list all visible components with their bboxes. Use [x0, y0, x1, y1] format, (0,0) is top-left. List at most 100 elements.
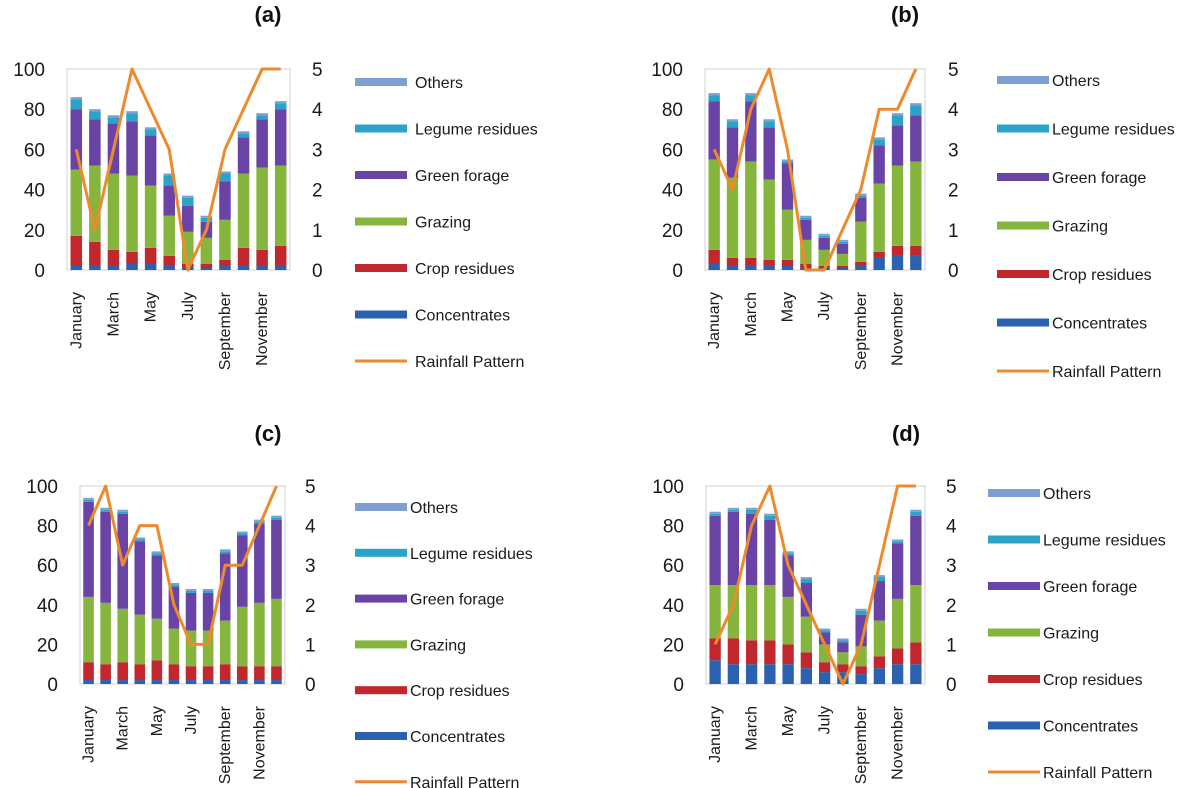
bar-green-forage [237, 137, 250, 174]
legend-swatch-green-forage [355, 594, 407, 603]
bar-crop-residues [836, 265, 849, 268]
y-tick-label: 20 [663, 635, 684, 656]
bar-crop-residues [855, 666, 867, 675]
bar-grazing [709, 585, 721, 639]
bar-legume-residues [708, 95, 720, 102]
bar-crop-residues [726, 257, 739, 266]
bar-green-forage [837, 642, 849, 653]
bar-crop-residues [117, 662, 129, 681]
bar-crop-residues [254, 666, 265, 681]
bar-grazing [855, 646, 867, 667]
bar-grazing [182, 231, 194, 264]
bar-crop-residues [763, 259, 775, 266]
bar-green-forage [256, 119, 268, 168]
bar-crop-residues [151, 660, 163, 681]
bar-others [910, 103, 922, 106]
bar-others [800, 577, 813, 580]
bar-others [818, 628, 831, 631]
bar-crop-residues [910, 245, 922, 256]
bar-legume-residues [800, 217, 812, 220]
bar-legume-residues [134, 539, 146, 542]
y-tick-label: 100 [26, 477, 58, 498]
bar-legume-residues [144, 129, 157, 136]
bar-legume-residues [219, 173, 231, 182]
bar-crop-residues [126, 251, 138, 264]
bar-concentrates [837, 672, 849, 684]
bar-green-forage [89, 119, 101, 166]
bar-legume-residues [200, 217, 213, 222]
bar-green-forage [219, 553, 231, 621]
legend-swatch-green-forage [355, 171, 407, 179]
bar-green-forage [818, 632, 831, 645]
legend-label: Legume residues [410, 546, 533, 563]
bar-green-forage [70, 109, 83, 170]
bar-crop-residues [781, 259, 794, 266]
bar-crop-residues [219, 664, 231, 681]
rainfall-line [87, 484, 278, 646]
bar-legume-residues [70, 99, 83, 110]
bar-others [726, 119, 739, 122]
legend-label: Green forage [1052, 170, 1146, 187]
x-tick-label: January [707, 706, 724, 763]
legend-label: Grazing [410, 637, 466, 654]
bar-concentrates [726, 265, 739, 270]
y2-tick-label: 2 [948, 181, 959, 202]
y-tick-label: 60 [37, 556, 58, 577]
legend-swatch-crop-residues [997, 270, 1049, 278]
chart-panel-2: (b) 0 20 40 60 80 100 0 1 2 3 4 5 January March May July… [651, 2, 1174, 381]
panel-title: (c) [255, 421, 282, 446]
x-tick-label: March [744, 706, 761, 750]
legend-swatch-crop-residues [355, 686, 407, 695]
bar-others [151, 551, 163, 554]
y2-tick-label: 1 [305, 635, 316, 656]
legend-label: Crop residues [1052, 267, 1152, 284]
bar-green-forage [800, 583, 813, 617]
bar-grazing [891, 165, 904, 246]
bar-concentrates [126, 263, 138, 270]
bar-legume-residues [891, 115, 904, 126]
bar-grazing [256, 167, 268, 250]
bar-others [745, 507, 758, 510]
chart-panel-4: (d) 0 20 40 60 80 100 0 1 2 3 4 5 January March May July… [652, 421, 1165, 784]
x-tick-label: May [149, 706, 166, 736]
bar-grazing [254, 602, 265, 667]
bar-others [836, 239, 849, 242]
bar-others [891, 539, 904, 542]
legend-label: Legume residues [1052, 122, 1175, 139]
y2-tick-label: 1 [312, 221, 323, 242]
bar-green-forage [855, 197, 867, 222]
bar-others [891, 113, 904, 116]
y2-tick-label: 5 [305, 477, 316, 498]
bar-green-forage [745, 513, 758, 585]
bar-grazing [764, 585, 776, 641]
bar-grazing [745, 161, 757, 258]
legend-swatch-legume-residues [988, 535, 1040, 544]
bar-concentrates [254, 680, 265, 684]
legend-label: Legume residues [415, 122, 538, 139]
bar-legume-residues [182, 197, 194, 206]
bar-concentrates [219, 680, 231, 684]
bar-grazing [117, 608, 129, 663]
bar-concentrates [891, 664, 904, 684]
bar-others [873, 137, 885, 140]
legend-label: Concentrates [1043, 719, 1138, 736]
bar-green-forage [163, 185, 175, 216]
bar-green-forage [800, 219, 812, 240]
bar-grazing [274, 165, 287, 246]
bar-others [182, 195, 194, 198]
x-tick-label: March [105, 292, 122, 336]
bar-concentrates [782, 664, 794, 684]
x-tick-label: January [81, 706, 98, 763]
legend-label: Concentrates [1052, 316, 1147, 333]
y2-tick-label: 4 [312, 100, 323, 121]
rainfall-line [74, 67, 281, 272]
x-tick-label: November [890, 705, 907, 779]
bar-grazing [873, 183, 885, 252]
bar-grazing [910, 161, 922, 246]
y-tick-label: 40 [37, 596, 58, 617]
bar-green-forage [236, 535, 248, 607]
bar-others [254, 519, 265, 522]
bar-green-forage [100, 511, 111, 603]
bar-others [200, 215, 213, 218]
